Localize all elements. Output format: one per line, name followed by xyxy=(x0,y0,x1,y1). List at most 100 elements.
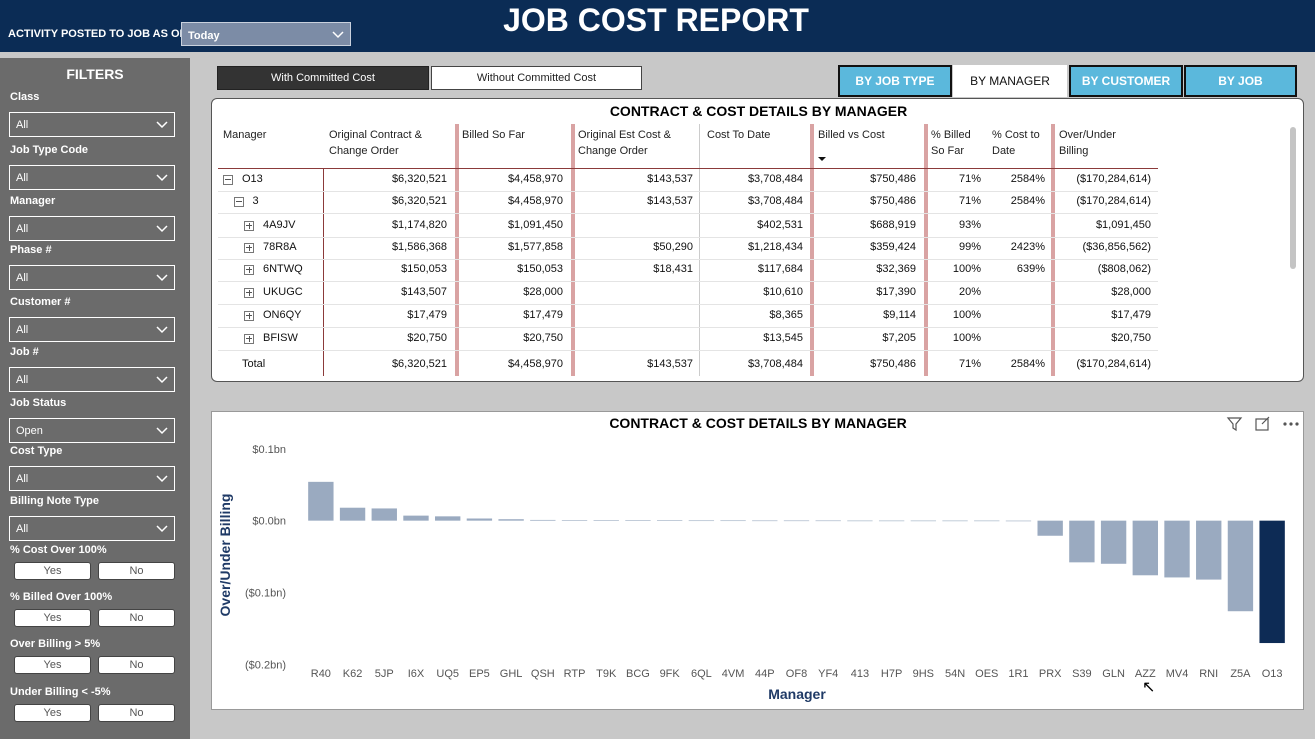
bar xyxy=(530,520,555,521)
cell: $20,750 xyxy=(1011,332,1151,344)
bar xyxy=(720,520,745,521)
cost-tab[interactable]: With Committed Cost xyxy=(217,66,429,90)
chart-title: CONTRACT & COST DETAILS BY MANAGER xyxy=(609,415,906,431)
x-tick-label: S39 xyxy=(1072,668,1092,680)
bar xyxy=(879,521,904,522)
x-tick-label: AZZ xyxy=(1135,668,1156,680)
expand-icon[interactable] xyxy=(244,221,254,231)
x-tick-label: 413 xyxy=(851,668,869,680)
x-tick-label: I6X xyxy=(408,668,425,680)
bar xyxy=(372,508,397,520)
expand-icon[interactable] xyxy=(244,265,254,275)
x-tick-label: K62 xyxy=(343,668,363,680)
row-divider xyxy=(218,350,1158,351)
cell: $17,479 xyxy=(1011,309,1151,321)
x-tick-label: R40 xyxy=(311,668,331,680)
column-header: Original Est Cost & Change Order xyxy=(578,127,698,159)
x-tick-label: PRX xyxy=(1039,668,1062,680)
bar xyxy=(752,521,777,522)
x-tick-label: 54N xyxy=(945,668,965,680)
x-axis-label: Manager xyxy=(768,686,826,702)
x-tick-label: 1R1 xyxy=(1008,668,1028,680)
cell: 100% xyxy=(841,332,981,344)
column-header: Over/Under Billing xyxy=(1059,127,1139,159)
bar xyxy=(689,520,714,521)
column-header: Manager xyxy=(223,127,313,143)
bar xyxy=(625,520,650,521)
x-tick-label: H7P xyxy=(881,668,902,680)
cell: $4,458,970 xyxy=(423,195,563,207)
x-tick-label: 6QL xyxy=(691,668,712,680)
cell: $28,000 xyxy=(1011,286,1151,298)
visual-icons[interactable] xyxy=(1228,417,1298,430)
x-tick-label: 5JP xyxy=(375,668,394,680)
cell: $4,458,970 xyxy=(423,358,563,370)
column-header: Original Contract & Change Order xyxy=(329,127,441,159)
cell: ($170,284,614) xyxy=(1011,173,1151,185)
y-axis-label: Over/Under Billing xyxy=(217,494,233,617)
cell: ($36,856,562) xyxy=(1011,241,1151,253)
cursor: ↖ xyxy=(1142,679,1155,696)
y-tick-label: $0.0bn xyxy=(252,516,286,528)
bar xyxy=(974,521,999,522)
x-tick-label: GHL xyxy=(500,668,523,680)
expand-icon[interactable] xyxy=(244,288,254,298)
bar xyxy=(498,519,523,520)
cell: ($170,284,614) xyxy=(1011,358,1151,370)
bar xyxy=(1101,521,1126,564)
expand-icon[interactable] xyxy=(244,311,254,321)
bar xyxy=(1037,521,1062,536)
header-rule xyxy=(218,168,1158,169)
bar xyxy=(942,521,967,522)
column-header: % Cost to Date xyxy=(992,127,1044,159)
view-tab[interactable]: BY JOB xyxy=(1184,65,1297,97)
expand-icon[interactable] xyxy=(223,175,233,185)
x-tick-label: UQ5 xyxy=(436,668,459,680)
x-tick-label: EP5 xyxy=(469,668,490,680)
view-tab[interactable]: BY MANAGER xyxy=(953,65,1067,97)
x-tick-label: YF4 xyxy=(818,668,838,680)
view-tab[interactable]: BY CUSTOMER xyxy=(1069,65,1183,97)
x-tick-label: OF8 xyxy=(786,668,807,680)
y-tick-label: $0.1bn xyxy=(252,444,286,456)
cell: $20,750 xyxy=(423,332,563,344)
row-divider xyxy=(218,304,1158,305)
expand-icon[interactable] xyxy=(234,197,244,207)
view-tab[interactable]: BY JOB TYPE xyxy=(838,65,952,97)
x-tick-label: BCG xyxy=(626,668,650,680)
expand-icon[interactable] xyxy=(244,334,254,344)
cell: $1,577,858 xyxy=(423,241,563,253)
cell: ($170,284,614) xyxy=(1011,195,1151,207)
bar xyxy=(1133,521,1158,576)
y-tick-label: ($0.1bn) xyxy=(245,588,286,600)
y-tick-label: ($0.2bn) xyxy=(245,659,286,671)
bar xyxy=(784,521,809,522)
cost-tab[interactable]: Without Committed Cost xyxy=(431,66,642,90)
x-tick-label: 4VM xyxy=(722,668,745,680)
x-tick-label: MV4 xyxy=(1166,668,1189,680)
cell: $4,458,970 xyxy=(423,173,563,185)
bar xyxy=(340,508,365,521)
expand-icon[interactable] xyxy=(244,243,254,253)
column-header: % Billed So Far xyxy=(931,127,981,159)
bar xyxy=(562,520,587,521)
x-tick-label: RNI xyxy=(1199,668,1218,680)
row-divider xyxy=(218,191,1158,192)
bar xyxy=(1006,521,1031,522)
bar xyxy=(1196,521,1221,580)
bar xyxy=(847,521,872,522)
bar xyxy=(1259,521,1284,643)
bar xyxy=(435,516,460,520)
cell: $1,091,450 xyxy=(1011,219,1151,231)
column-header: Billed So Far xyxy=(462,127,562,143)
x-tick-label: T9K xyxy=(596,668,617,680)
row-label: Total xyxy=(242,358,265,370)
row-divider xyxy=(218,237,1158,238)
row-label: ON6QY xyxy=(263,309,302,321)
bar xyxy=(1069,521,1094,563)
x-tick-label: QSH xyxy=(531,668,555,680)
bar xyxy=(911,521,936,522)
bar xyxy=(1228,521,1253,612)
row-label: O13 xyxy=(242,173,263,185)
column-header: Billed vs Cost xyxy=(818,127,908,143)
